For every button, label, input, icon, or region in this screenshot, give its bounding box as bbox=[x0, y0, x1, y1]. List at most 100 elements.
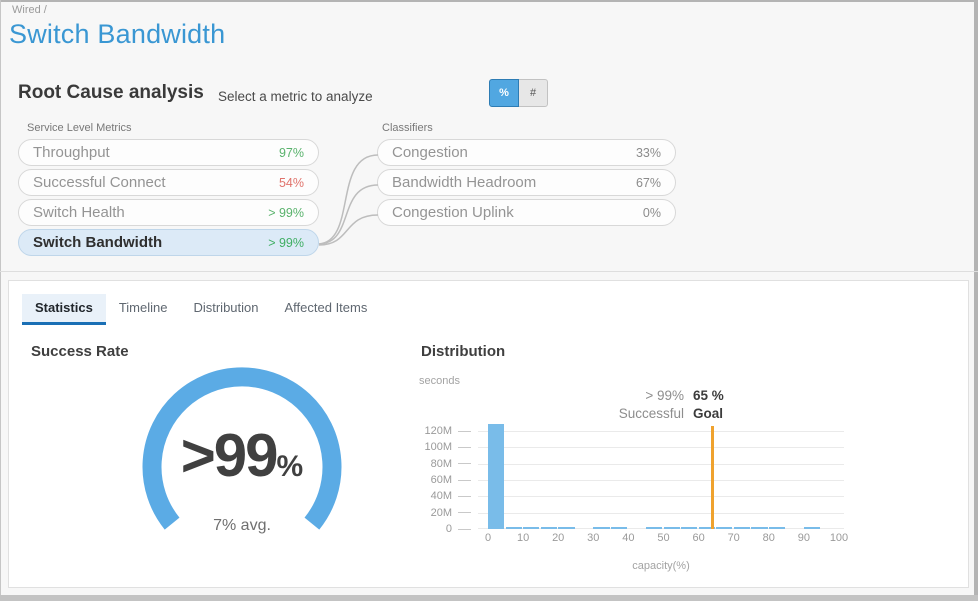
x-tick-label: 70 bbox=[727, 532, 740, 544]
y-tick-label: 20M bbox=[430, 506, 452, 519]
gauge-value-unit: % bbox=[276, 450, 304, 483]
y-axis: 0 20M 40M 60M 80M 100M 120M bbox=[421, 424, 471, 535]
toggle-percent-button[interactable]: % bbox=[489, 79, 519, 107]
x-tick-label: 20 bbox=[552, 532, 565, 544]
x-tick-label: 100 bbox=[829, 532, 849, 544]
gridline bbox=[478, 463, 844, 465]
y-tick-label: 60M bbox=[430, 474, 452, 486]
x-tick-label: 40 bbox=[622, 532, 635, 544]
gauge-arc bbox=[142, 367, 342, 530]
metric-name: Successful Connect bbox=[33, 174, 166, 191]
window-border-bottom bbox=[0, 595, 978, 601]
metric-name: Switch Bandwidth bbox=[33, 234, 163, 251]
metric-pill-successful-connect[interactable]: Successful Connect 54% bbox=[18, 169, 319, 196]
metric-value: > 99% bbox=[268, 235, 304, 250]
gauge-average-label: 7% avg. bbox=[213, 517, 271, 534]
tab-distribution[interactable]: Distribution bbox=[193, 300, 259, 315]
metric-pill-throughput[interactable]: Throughput 97% bbox=[18, 139, 319, 166]
y-tick-mark bbox=[458, 479, 471, 481]
metric-name: Switch Health bbox=[33, 204, 125, 221]
details-card: Statistics Timeline Distribution Affected I… bbox=[8, 280, 969, 588]
metric-name: Congestion Uplink bbox=[392, 204, 514, 221]
y-tick-mark bbox=[458, 430, 471, 432]
x-tick-label: 80 bbox=[762, 532, 775, 544]
y-tick-mark bbox=[458, 446, 471, 448]
x-tick-label: 10 bbox=[516, 532, 530, 544]
y-tick-label: 80M bbox=[430, 457, 452, 470]
goal-success-word: Successful bbox=[618, 406, 684, 421]
histogram-bar bbox=[558, 526, 575, 529]
tab-timeline[interactable]: Timeline bbox=[118, 300, 168, 315]
root-cause-heading: Root Cause analysis bbox=[18, 82, 204, 103]
metric-name: Congestion bbox=[392, 144, 468, 161]
tab-affected-items[interactable]: Affected Items bbox=[284, 300, 368, 315]
classifier-pill-congestion-uplink[interactable]: Congestion Uplink 0% bbox=[377, 199, 676, 226]
y-tick-label: 120M bbox=[424, 425, 452, 437]
y-tick: 120M bbox=[421, 424, 471, 438]
gridline bbox=[478, 447, 844, 449]
histogram-bar bbox=[716, 526, 733, 529]
histogram-bar bbox=[505, 526, 522, 529]
classifier-pill-bandwidth-headroom[interactable]: Bandwidth Headroom 67% bbox=[377, 169, 676, 196]
metric-value: 33% bbox=[635, 145, 661, 160]
metric-pill-switch-bandwidth[interactable]: Switch Bandwidth > 99% bbox=[18, 229, 319, 256]
distribution-plot: capacity(%) 0 10 20 30 40 50 60 70 80 90 100 bbox=[478, 424, 848, 572]
y-tick-mark bbox=[458, 512, 471, 514]
histogram-bar bbox=[751, 526, 768, 529]
breadcrumb[interactable]: Wired / bbox=[12, 4, 47, 16]
x-tick-label: 0 bbox=[484, 532, 492, 544]
goal-annotation-gray: > 99% Successful bbox=[534, 387, 684, 423]
metric-value: > 99% bbox=[268, 205, 304, 220]
tab-statistics[interactable]: Statistics bbox=[22, 294, 106, 325]
page-title: Switch Bandwidth bbox=[9, 19, 226, 49]
histogram-bar bbox=[645, 526, 663, 529]
histogram-bar bbox=[593, 526, 610, 529]
y-tick: 80M bbox=[421, 457, 471, 471]
classifiers-list: Congestion 33% Bandwidth Headroom 67% Conges… bbox=[377, 139, 676, 229]
goal-success-percent: > 99% bbox=[645, 388, 684, 403]
y-tick: 60M bbox=[421, 473, 471, 487]
histogram-bar bbox=[488, 424, 505, 529]
x-tick-label: 30 bbox=[587, 532, 600, 544]
classifiers-label: Classifiers bbox=[382, 122, 433, 134]
gauge-value: >99% bbox=[142, 421, 342, 490]
gridline bbox=[478, 496, 844, 498]
metric-value: 67% bbox=[635, 175, 661, 190]
histogram-bar bbox=[610, 526, 628, 529]
details-tabbar: Statistics Timeline Distribution Affected I… bbox=[22, 294, 380, 325]
classifier-pill-congestion[interactable]: Congestion 33% bbox=[377, 139, 676, 166]
y-tick: 0 bbox=[421, 522, 471, 536]
service-level-metrics-label: Service Level Metrics bbox=[27, 122, 132, 134]
y-tick: 100M bbox=[421, 440, 471, 454]
window-border-right bbox=[974, 0, 978, 601]
metric-value: 0% bbox=[642, 205, 661, 220]
distribution-heading: Distribution bbox=[421, 343, 506, 360]
y-axis-unit-label: seconds bbox=[419, 375, 460, 387]
y-tick-mark bbox=[458, 463, 471, 465]
y-tick-mark bbox=[458, 528, 471, 530]
histogram-bar bbox=[523, 526, 540, 529]
success-rate-heading: Success Rate bbox=[31, 343, 129, 360]
x-tick-label: 90 bbox=[797, 532, 811, 544]
y-tick-mark bbox=[458, 495, 471, 497]
toggle-count-button[interactable]: # bbox=[518, 79, 548, 107]
histogram-bar bbox=[733, 526, 751, 529]
x-tick-label: 50 bbox=[657, 532, 670, 544]
metric-classifier-connectors bbox=[318, 154, 379, 246]
histogram-bar bbox=[681, 526, 698, 529]
metric-pill-switch-health[interactable]: Switch Health > 99% bbox=[18, 199, 319, 226]
y-tick: 40M bbox=[421, 489, 471, 503]
metric-name: Bandwidth Headroom bbox=[392, 174, 537, 191]
section-divider bbox=[0, 271, 978, 272]
histogram-bar bbox=[540, 526, 557, 529]
y-tick: 20M bbox=[421, 506, 471, 520]
histogram-bar bbox=[768, 526, 786, 529]
window-border-left bbox=[0, 0, 1, 601]
metric-unit-toggle: % # bbox=[489, 79, 548, 107]
goal-line bbox=[711, 426, 715, 529]
histogram-bar bbox=[698, 526, 715, 529]
success-rate-gauge: >99% 7% avg. bbox=[142, 365, 342, 555]
goal-annotation-dark: 65 % Goal bbox=[693, 387, 724, 423]
gridline bbox=[478, 480, 844, 481]
gridline bbox=[478, 431, 844, 432]
